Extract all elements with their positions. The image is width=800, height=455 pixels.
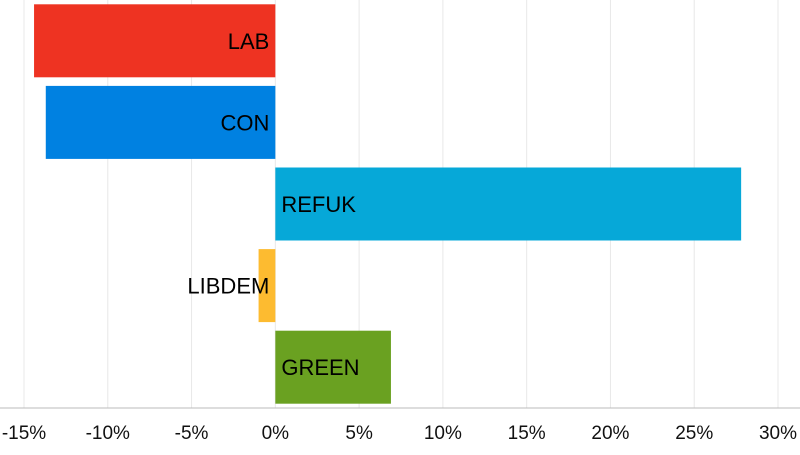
label-layer: LAB CON REFUK LIBDEM GREEN — [187, 29, 359, 380]
x-tick-label: 30% — [759, 423, 797, 444]
x-tick-label: 5% — [345, 423, 373, 444]
x-tick-label: 20% — [591, 423, 629, 444]
bar-label-refuk: REFUK — [281, 192, 356, 217]
axis-layer: -15% -10% -5% 0% 5% 10% 15% 20% 25% 30% — [0, 407, 800, 444]
bar-lab — [34, 4, 276, 78]
bar-libdem — [258, 249, 276, 323]
x-tick-label: 10% — [424, 423, 462, 444]
x-tick-label: 0% — [262, 423, 290, 444]
x-tick-label: -5% — [175, 423, 209, 444]
bar-label-libdem: LIBDEM — [187, 274, 269, 299]
bar-con — [45, 85, 276, 159]
x-tick-label: -15% — [2, 423, 46, 444]
x-tick-label: 15% — [508, 423, 546, 444]
bar-green — [275, 330, 391, 404]
x-tick-label: -10% — [86, 423, 130, 444]
bar-label-con: CON — [220, 110, 269, 135]
bar-refuk — [275, 167, 742, 241]
bar-label-lab: LAB — [228, 29, 270, 54]
bar-layer — [34, 4, 742, 404]
bar-label-green: GREEN — [281, 355, 359, 380]
x-tick-label: 25% — [675, 423, 713, 444]
